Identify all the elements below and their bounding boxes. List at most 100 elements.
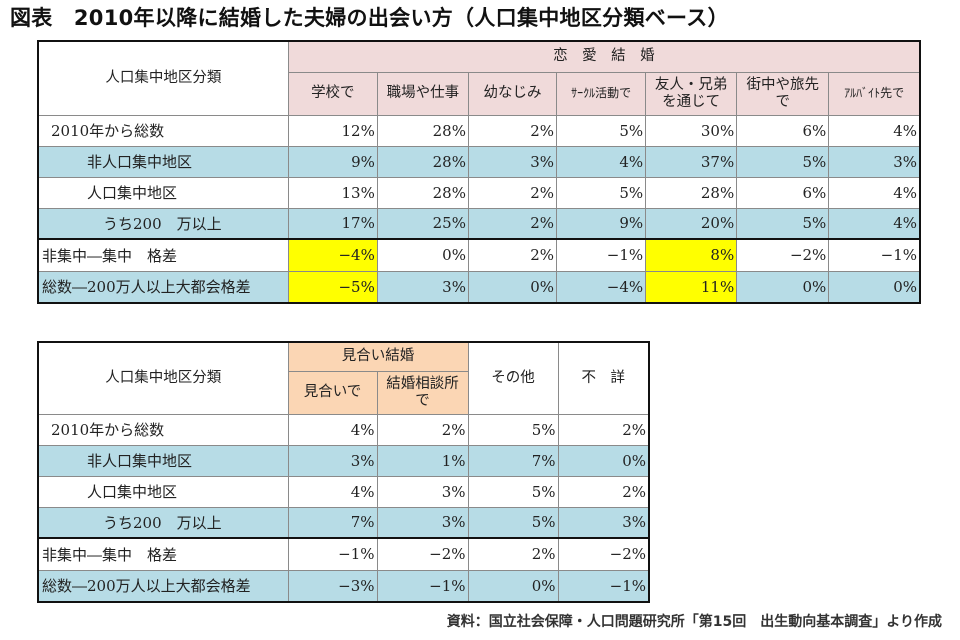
table-cell: 37% xyxy=(645,145,738,178)
table-cell: 2% xyxy=(376,413,469,446)
col-header: 幼なじみ xyxy=(467,71,558,116)
table-cell: 13% xyxy=(287,176,378,209)
col-header: 街中や旅先で xyxy=(736,71,830,116)
table-cell: −2% xyxy=(557,537,650,571)
row-label: 2010年から総数 xyxy=(37,114,289,147)
table-cell: 2% xyxy=(557,413,650,446)
love-marriage-table: 人口集中地区分類 恋 愛 結 婚 学校で 職場や仕事 幼なじみ ｻｰｸﾙ活動で … xyxy=(37,40,921,304)
table-cell: 0% xyxy=(376,238,469,272)
row-label: 総数―200万人以上大都会格差 xyxy=(37,569,289,603)
table-cell: −1% xyxy=(287,537,378,571)
row-label: うち200 万以上 xyxy=(37,506,289,539)
source-note: 資料：国立社会保障・人口問題研究所「第15回 出生動向基本調査」より作成 xyxy=(446,614,942,630)
row-label: 非人口集中地区 xyxy=(37,444,289,477)
table-cell: 4% xyxy=(556,145,647,178)
table-cell: 0% xyxy=(736,270,830,304)
table-cell: 2% xyxy=(467,537,559,571)
table-row: 2010年から総数 12% 28% 2% 5% 30% 6% 4% xyxy=(37,114,921,147)
col-header: 結婚相談所で xyxy=(376,370,469,415)
table-cell: 28% xyxy=(645,176,738,209)
row-label: うち200 万以上 xyxy=(37,207,289,240)
table-row: 総数―200万人以上大都会格差 −3% −1% 0% −1% xyxy=(37,569,650,603)
table-cell: 6% xyxy=(736,176,830,209)
table-cell: 11% xyxy=(645,270,738,304)
table-row: うち200 万以上 7% 3% 5% 3% xyxy=(37,506,650,539)
table-cell: 4% xyxy=(287,475,378,508)
category-header: 人口集中地区分類 xyxy=(37,341,289,415)
table-cell: −1% xyxy=(556,238,647,272)
table-cell: 3% xyxy=(828,145,921,178)
table-cell: 7% xyxy=(467,444,559,477)
table-row: 人口集中地区 4% 3% 5% 2% xyxy=(37,475,650,508)
table-cell: 4% xyxy=(287,413,378,446)
table-cell: 3% xyxy=(467,145,558,178)
table-cell: 17% xyxy=(287,207,378,240)
table-cell: 8% xyxy=(645,238,738,272)
table-row: 2010年から総数 4% 2% 5% 2% xyxy=(37,413,650,446)
col-header: 職場や仕事 xyxy=(376,71,469,116)
table-row: 総数―200万人以上大都会格差 −5% 3% 0% −4% 11% 0% 0% xyxy=(37,270,921,304)
table-row: 非集中―集中 格差 −4% 0% 2% −1% 8% −2% −1% xyxy=(37,238,921,272)
table-cell: 20% xyxy=(645,207,738,240)
row-label: 2010年から総数 xyxy=(37,413,289,446)
table-cell: 3% xyxy=(376,506,469,539)
category-header: 人口集中地区分類 xyxy=(37,40,289,116)
col-header: 友人・兄弟を通じて xyxy=(645,71,738,116)
table-cell: 2% xyxy=(467,207,558,240)
table-cell: 7% xyxy=(287,506,378,539)
table-cell: 9% xyxy=(556,207,647,240)
other-header: その他 xyxy=(467,341,559,415)
table-cell: −4% xyxy=(556,270,647,304)
table-cell: −1% xyxy=(828,238,921,272)
table-cell: 9% xyxy=(287,145,378,178)
arranged-marriage-table: 人口集中地区分類 見合い結婚 その他 不 詳 見合いで 結婚相談所で 2010年… xyxy=(37,341,650,603)
table-row: 人口集中地区 13% 28% 2% 5% 28% 6% 4% xyxy=(37,176,921,209)
table-cell: 12% xyxy=(287,114,378,147)
love-marriage-group-header: 恋 愛 結 婚 xyxy=(287,40,921,73)
table-cell: 5% xyxy=(556,114,647,147)
table-cell: 28% xyxy=(376,114,469,147)
page-title: 図表 2010年以降に結婚した夫婦の出会い方（人口集中地区分類ベース） xyxy=(10,6,729,30)
table-cell: 5% xyxy=(467,475,559,508)
table-cell: 28% xyxy=(376,145,469,178)
table-row: 非集中―集中 格差 −1% −2% 2% −2% xyxy=(37,537,650,571)
table-cell: 0% xyxy=(467,270,558,304)
table-cell: −2% xyxy=(736,238,830,272)
table-cell: 2% xyxy=(467,238,558,272)
table-cell: 3% xyxy=(557,506,650,539)
table-cell: 5% xyxy=(736,145,830,178)
table-cell: 25% xyxy=(376,207,469,240)
table-cell: 0% xyxy=(557,444,650,477)
row-label: 非集中―集中 格差 xyxy=(37,238,289,272)
table-cell: −4% xyxy=(287,238,378,272)
unknown-header: 不 詳 xyxy=(557,341,650,415)
table-cell: 5% xyxy=(736,207,830,240)
table-cell: 5% xyxy=(556,176,647,209)
row-label: 非人口集中地区 xyxy=(37,145,289,178)
table-cell: 2% xyxy=(557,475,650,508)
table-cell: 5% xyxy=(467,413,559,446)
table-cell: 2% xyxy=(467,176,558,209)
table-cell: 3% xyxy=(376,270,469,304)
table-cell: −1% xyxy=(376,569,469,603)
table-cell: 3% xyxy=(287,444,378,477)
table-cell: 3% xyxy=(376,475,469,508)
table-cell: 4% xyxy=(828,114,921,147)
table-row: 非人口集中地区 3% 1% 7% 0% xyxy=(37,444,650,477)
col-header: ｱﾙﾊﾞｲﾄ先で xyxy=(828,71,921,116)
row-label: 総数―200万人以上大都会格差 xyxy=(37,270,289,304)
table-cell: −3% xyxy=(287,569,378,603)
col-header: ｻｰｸﾙ活動で xyxy=(556,71,647,116)
table-cell: −5% xyxy=(287,270,378,304)
table-cell: 0% xyxy=(828,270,921,304)
col-header: 学校で xyxy=(287,71,378,116)
table-row: うち200 万以上 17% 25% 2% 9% 20% 5% 4% xyxy=(37,207,921,240)
row-label: 人口集中地区 xyxy=(37,176,289,209)
table-cell: −2% xyxy=(376,537,469,571)
table-cell: 6% xyxy=(736,114,830,147)
col-header: 見合いで xyxy=(287,370,378,415)
table-cell: −1% xyxy=(557,569,650,603)
table-cell: 28% xyxy=(376,176,469,209)
table-cell: 5% xyxy=(467,506,559,539)
arranged-marriage-group-header: 見合い結婚 xyxy=(287,341,469,372)
